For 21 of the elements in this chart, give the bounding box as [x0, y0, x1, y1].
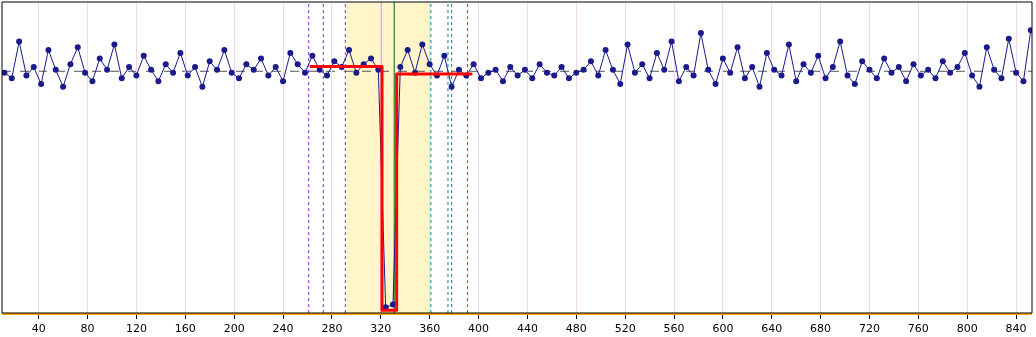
- x-tick-label: 280: [321, 322, 343, 336]
- x-tick-label: 40: [31, 322, 46, 336]
- x-tick-label: 640: [761, 322, 783, 336]
- x-tick-label: 760: [907, 322, 929, 336]
- x-tick-label: 560: [663, 322, 685, 336]
- x-tick-label: 400: [468, 322, 490, 336]
- x-tick-label: 440: [516, 322, 538, 336]
- x-tick-label: 840: [1005, 322, 1027, 336]
- x-tick-label: 720: [859, 322, 880, 336]
- x-tick-label: 200: [223, 322, 245, 336]
- x-tick-label: 240: [272, 322, 294, 336]
- x-tick-label: 120: [125, 322, 147, 336]
- x-tick-label: 520: [614, 322, 636, 336]
- x-tick-label: 800: [956, 322, 978, 336]
- x-tick-label: 80: [80, 322, 95, 336]
- x-tick-label: 160: [174, 322, 196, 336]
- x-tick-label: 480: [565, 322, 587, 336]
- x-tick-label: 360: [419, 322, 441, 336]
- x-tick-label: 680: [810, 322, 832, 336]
- x-tick-label: 320: [370, 322, 392, 336]
- x-tick-label: 600: [712, 322, 734, 336]
